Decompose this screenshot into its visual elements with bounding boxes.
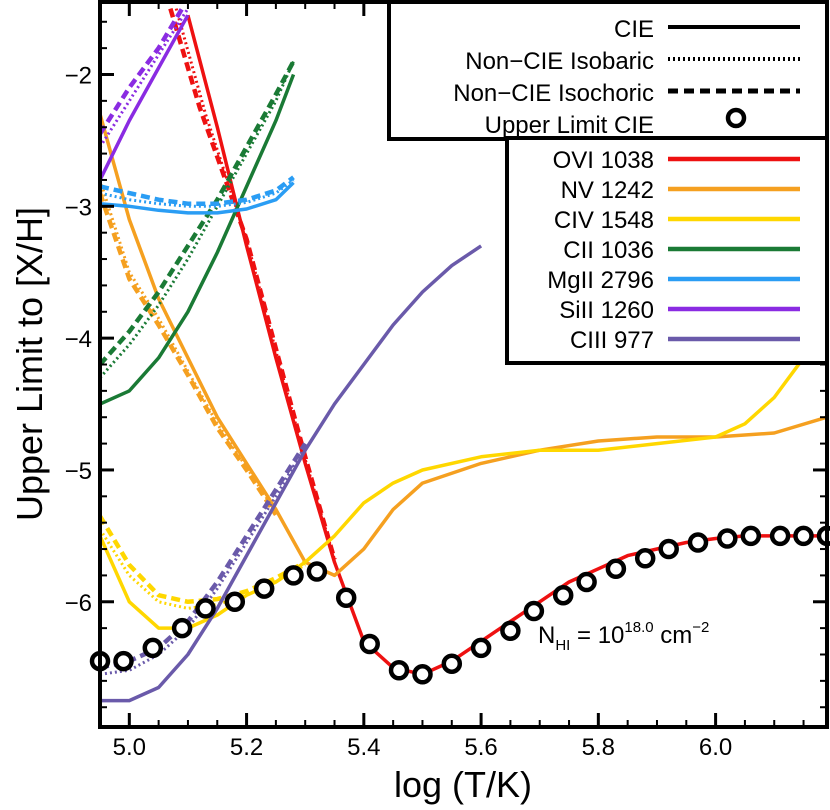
style-legend: CIE Non−CIE Isobaric Non−CIE Isochoric Uppe… — [387, 0, 829, 141]
upper-limit-point-26 — [793, 525, 814, 547]
annotation-exponent: 18.0 — [624, 619, 653, 636]
series-legend: OVI 1038 NV 1242 CIV 1548 CII 1036 MgII 2796… — [505, 136, 829, 365]
series-line-mgii-2796-cie — [100, 181, 295, 215]
upper-limit-point-5 — [224, 591, 246, 613]
x-axis-title: log (T/K) — [394, 764, 532, 805]
series-legend-label-cii-1036: CII 1036 — [563, 237, 654, 264]
x-tick-label: 5.0 — [113, 734, 146, 761]
annotation-equals: = 10 — [570, 622, 624, 649]
x-tick-label: 5.4 — [347, 734, 380, 761]
series-line-mgii-2796-isochoric — [100, 175, 295, 206]
series-line-ovi-1038-isochoric — [168, 7, 337, 561]
series-legend-label-mgii-2796: MgII 2796 — [547, 267, 654, 294]
upper-limit-point-10 — [359, 633, 380, 655]
upper-limit-point-1 — [113, 650, 134, 672]
upper-limit-point-11 — [388, 660, 410, 681]
style-legend-label-upper-limit-cie: Upper Limit CIE — [485, 112, 654, 139]
upper-limit-point-18 — [576, 571, 597, 593]
series-line-ciii-977-cie — [100, 244, 483, 703]
y-tick-label: −2 — [65, 63, 92, 90]
upper-limit-point-7 — [283, 565, 304, 586]
upper-limit-point-13 — [441, 653, 463, 674]
series-line-cii-1036-cie — [100, 73, 296, 406]
upper-limit-point-3 — [171, 617, 193, 639]
upper-limit-point-14 — [470, 637, 492, 659]
series-line-civ-1548-cie — [100, 317, 827, 630]
series-line-cii-1036-isochoric — [100, 60, 296, 366]
upper-limit-point-4 — [195, 598, 216, 619]
series-legend-label-civ-1548: CIV 1548 — [554, 207, 654, 234]
y-tick-label: −3 — [65, 194, 92, 221]
upper-limit-points — [89, 525, 830, 685]
y-tick-label: −5 — [65, 458, 92, 485]
upper-limit-point-19 — [605, 558, 627, 580]
series-line-nv-1242-cie — [100, 113, 827, 578]
y-tick-label: −4 — [65, 326, 92, 353]
upper-limit-point-24 — [740, 525, 762, 547]
series-legend-label-siii-1260: SiII 1260 — [559, 297, 654, 324]
upper-limit-point-17 — [552, 584, 574, 606]
style-legend-box — [387, 0, 829, 141]
x-tick-label: 5.8 — [582, 734, 615, 761]
upper-limit-point-21 — [658, 538, 679, 560]
upper-limit-point-25 — [769, 525, 791, 547]
x-tick-label: 5.2 — [230, 734, 263, 761]
upper-limit-point-6 — [253, 578, 275, 599]
upper-limit-point-2 — [142, 637, 164, 659]
upper-limit-point-23 — [717, 528, 738, 549]
series-line-nv-1242-isochoric — [100, 192, 278, 517]
series-line-ciii-977-isobaric — [100, 445, 307, 676]
series-legend-label-nv-1242: NV 1242 — [561, 177, 654, 204]
series-line-siii-1260-cie — [100, 14, 190, 181]
annotation-subscript: HI — [555, 637, 570, 654]
series-legend-label-ovi-1038: OVI 1038 — [553, 147, 654, 174]
style-legend-label-non-cie-isobaric: Non−CIE Isobaric — [465, 48, 654, 75]
upper-limit-point-15 — [500, 620, 521, 642]
annotation-unit-exponent: −2 — [692, 619, 709, 636]
series-line-siii-1260-isobaric — [100, 7, 190, 148]
y-axis-title: Upper Limit to [X/H] — [9, 207, 50, 521]
annotation-unit: cm — [654, 622, 693, 649]
upper-limit-point-22 — [687, 532, 709, 553]
series-line-siii-1260-isochoric — [100, 7, 185, 136]
style-legend-label-non-cie-isochoric: Non−CIE Isochoric — [453, 80, 654, 107]
upper-limit-point-8 — [306, 561, 328, 582]
column-density-annotation: NHI = 1018.0 cm−2 — [538, 619, 709, 654]
upper-limit-point-20 — [634, 548, 656, 569]
upper-limit-point-12 — [412, 664, 433, 685]
upper-limit-point-16 — [523, 600, 545, 622]
x-tick-label: 6.0 — [699, 734, 732, 761]
style-legend-label-cie: CIE — [614, 16, 654, 43]
y-tick-label: −6 — [65, 590, 92, 617]
annotation-prefix: N — [538, 622, 555, 649]
style-legend-swatch-circle — [725, 107, 747, 129]
upper-limit-point-9 — [335, 587, 357, 609]
x-tick-label: 5.6 — [464, 734, 497, 761]
series-legend-label-ciii-977: CIII 977 — [570, 327, 654, 354]
